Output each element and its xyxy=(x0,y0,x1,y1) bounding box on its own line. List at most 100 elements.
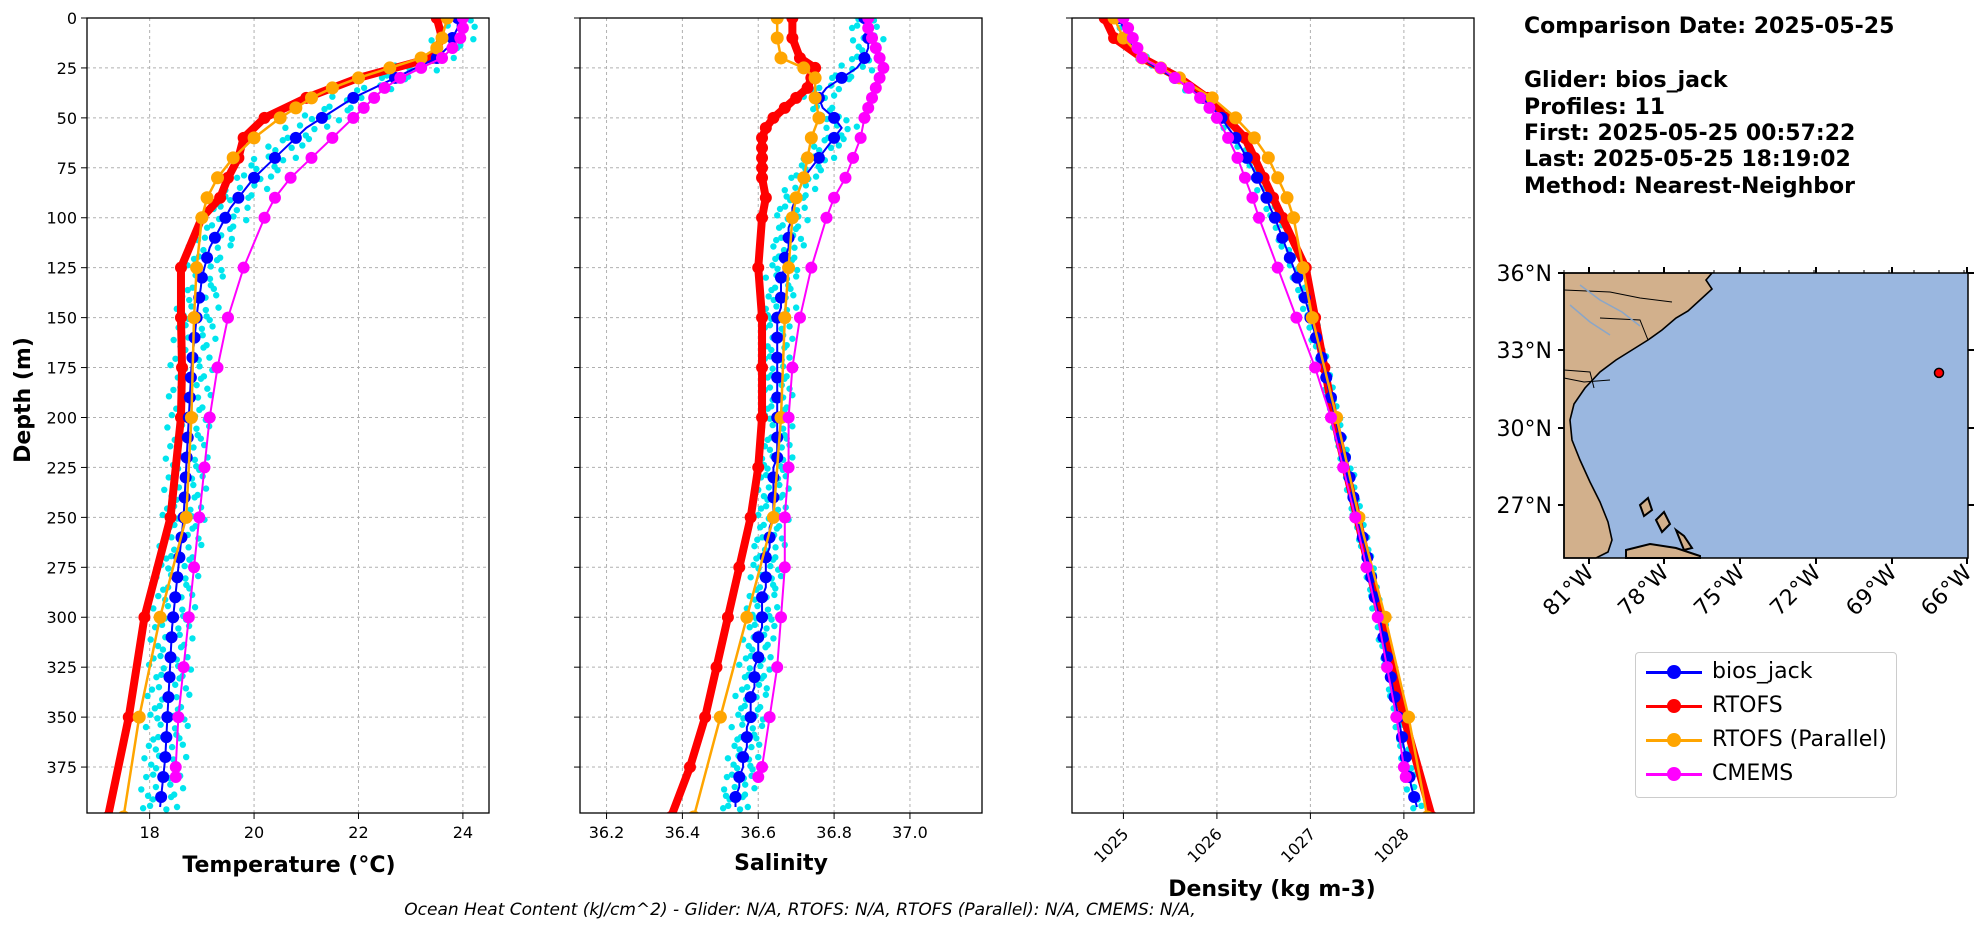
series-point-cmems xyxy=(169,761,182,774)
series-point-rtofs xyxy=(430,18,443,24)
glider-raw-point xyxy=(797,235,805,243)
glider-raw-point xyxy=(840,135,847,143)
map-lon-label: 66°W xyxy=(1917,560,1978,621)
glider-raw-point xyxy=(736,746,743,753)
glider-raw-point xyxy=(158,671,165,678)
map-river-1 xyxy=(1579,284,1641,327)
series-point-cmems xyxy=(1390,711,1403,724)
glider-raw-point xyxy=(168,552,175,560)
glider-raw-point xyxy=(812,173,820,180)
series-point-rtofs xyxy=(138,611,151,624)
glider-raw-point xyxy=(265,143,272,150)
series-point-rtofs-parallel xyxy=(740,610,754,624)
glider-raw-point xyxy=(206,354,213,361)
y-tick-label: 25 xyxy=(57,59,77,78)
series-point-cmems xyxy=(873,71,886,84)
series-point-cmems xyxy=(1168,71,1181,84)
series-point-bios-jack xyxy=(828,111,841,124)
series-point-rtofs xyxy=(756,161,769,174)
glider-raw-point xyxy=(138,786,145,793)
series-point-cmems xyxy=(1136,51,1149,64)
glider-raw-point xyxy=(749,766,756,773)
density-panel: 1025 1026 1027 1028 xyxy=(1066,17,1475,867)
glider-raw-point xyxy=(155,592,162,600)
glider-raw-point xyxy=(228,235,236,243)
series-point-bios-jack xyxy=(201,251,214,264)
series-point-cmems xyxy=(752,771,765,784)
series-point-bios-jack xyxy=(208,231,221,244)
series-point-cmems xyxy=(862,21,875,34)
x-tick-label: 36.2 xyxy=(589,823,625,842)
glider-raw-point xyxy=(766,666,773,673)
glider-raw-point xyxy=(233,174,241,181)
glider-raw-point xyxy=(769,365,776,372)
glider-raw-point xyxy=(873,23,880,30)
x-tick-label: 22 xyxy=(348,823,368,842)
glider-raw-point xyxy=(216,254,224,261)
glider-raw-point xyxy=(748,743,755,751)
legend-label-rtofs-parallel: RTOFS (Parallel) xyxy=(1712,727,1887,752)
glider-raw-point xyxy=(792,273,800,280)
glider-raw-point xyxy=(760,521,767,529)
series-point-rtofs-parallel xyxy=(289,101,303,115)
series-point-rtofs-parallel xyxy=(190,261,204,275)
legend-item-rtofs: RTOFS xyxy=(1636,691,1896,721)
glider-raw-point xyxy=(750,561,757,569)
glider-raw-point xyxy=(766,322,774,329)
series-point-bios-jack xyxy=(759,571,772,584)
series-point-bios-jack xyxy=(232,191,245,204)
series-point-bios-jack xyxy=(744,711,757,724)
salinity-panel: 36.2 36.4 36.6 36.8 37.0 xyxy=(574,17,983,842)
glider-raw-point xyxy=(763,685,770,692)
glider-raw-point xyxy=(173,693,180,701)
glider-raw-point xyxy=(311,125,318,133)
series-point-cmems xyxy=(778,511,791,524)
glider-raw-point xyxy=(835,85,843,93)
series-point-cmems xyxy=(1203,101,1216,114)
glider-raw-point xyxy=(770,243,777,250)
glider-raw-point xyxy=(774,604,781,611)
glider-raw-point xyxy=(781,203,789,210)
series-point-cmems xyxy=(454,31,467,44)
series-point-cmems xyxy=(368,91,381,104)
x-tick-label: 1025 xyxy=(1090,824,1132,866)
series-point-bios-jack xyxy=(155,791,168,804)
glider-raw-point xyxy=(774,506,782,513)
series-point-rtofs xyxy=(683,761,696,774)
series-point-rtofs-parallel xyxy=(153,610,167,624)
map-lat-label: 36°N xyxy=(1497,262,1552,287)
glider-raw-point xyxy=(739,721,746,728)
glider-raw-point xyxy=(204,385,211,392)
series-point-bios-jack xyxy=(1388,691,1401,704)
glider-raw-point xyxy=(147,636,154,643)
glider-raw-point xyxy=(755,753,762,761)
series-point-cmems xyxy=(268,191,281,204)
x-tick-label: 36.4 xyxy=(665,823,701,842)
series-point-rtofs-parallel xyxy=(179,510,193,524)
series-point-rtofs xyxy=(710,661,723,674)
glider-raw-point xyxy=(149,796,157,803)
series-point-bios-jack xyxy=(171,571,184,584)
glider-raw-point xyxy=(765,293,772,300)
series-point-rtofs xyxy=(759,191,772,204)
series-point-rtofs-parallel xyxy=(1107,18,1121,25)
series-point-rtofs-parallel xyxy=(1271,171,1285,185)
series-point-rtofs-parallel xyxy=(770,31,784,45)
glider-raw-point xyxy=(145,742,153,750)
series-point-cmems xyxy=(237,261,250,274)
x-tick-label: 1026 xyxy=(1184,824,1226,866)
series-point-rtofs-parallel xyxy=(1116,31,1130,45)
series-point-cmems xyxy=(782,461,795,474)
glider-raw-point xyxy=(772,544,779,551)
glider-raw-point xyxy=(190,255,198,263)
series-point-cmems xyxy=(1122,21,1135,34)
series-point-cmems xyxy=(839,171,852,184)
glider-raw-point xyxy=(783,341,790,349)
glider-raw-point xyxy=(772,554,779,561)
map-island-bahamas-1 xyxy=(1638,496,1654,518)
y-axis-label: Depth (m) xyxy=(11,337,36,463)
series-point-cmems xyxy=(1397,761,1410,774)
glider-raw-point xyxy=(360,84,368,92)
series-point-cmems xyxy=(326,131,339,144)
legend-label-rtofs: RTOFS xyxy=(1712,693,1783,718)
